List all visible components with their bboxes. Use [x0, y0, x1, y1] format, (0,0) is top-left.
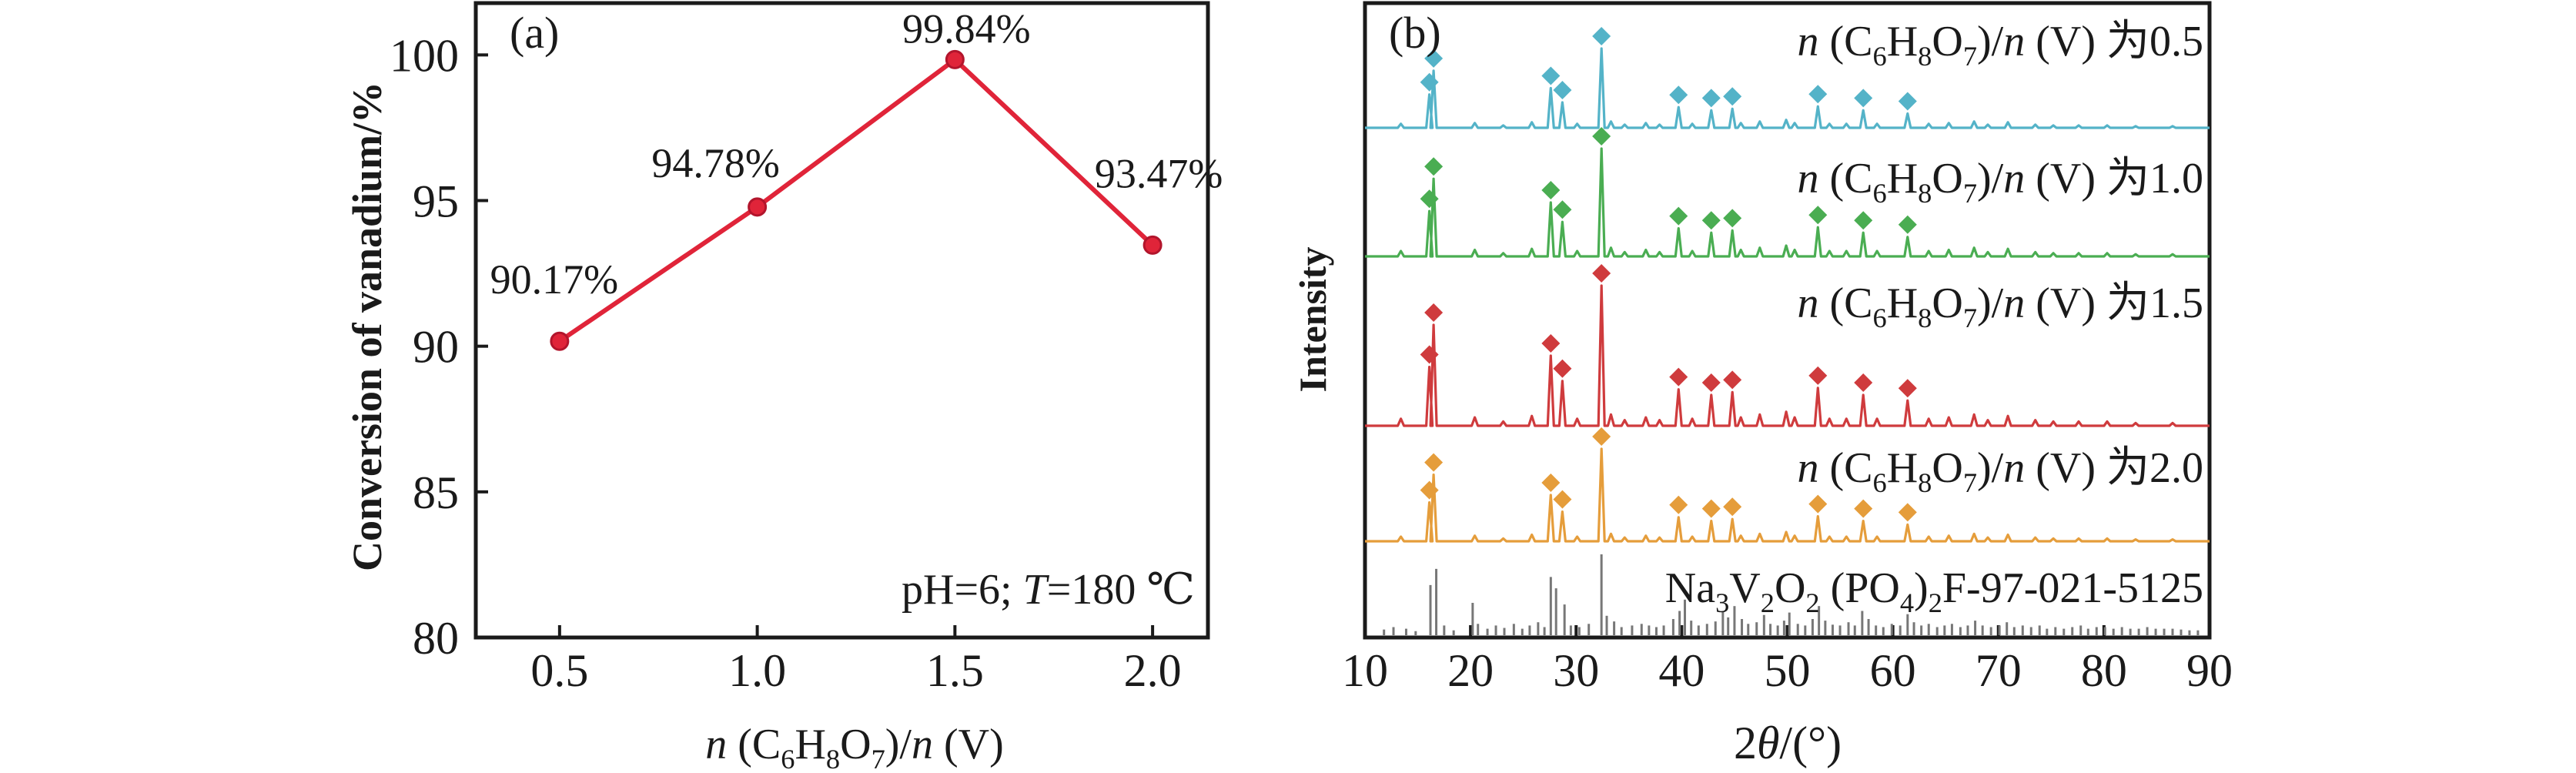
peak-diamond-marker: [1854, 211, 1873, 230]
x-tick-label: 1.0: [728, 645, 786, 696]
peak-diamond-marker: [1854, 499, 1873, 518]
y-tick-label: 85: [413, 467, 459, 518]
peak-diamond-marker: [1898, 503, 1917, 522]
panel-b: 10 20 30 40 50 60 70 80 90 Na3V2O2 (PO4)2F-97-02…: [1291, 1, 2233, 768]
y-tick-label: 80: [413, 613, 459, 664]
peak-diamond-marker: [1898, 379, 1917, 398]
peak-diamond-marker: [1808, 494, 1828, 514]
peak-diamond-marker: [1592, 427, 1611, 446]
peak-diamond-marker: [1669, 206, 1688, 226]
x-tick-label: 90: [2186, 645, 2233, 696]
reference-label: Na3V2O2 (PO4)2F-97-021-5125: [1665, 564, 2203, 618]
peak-diamond-marker: [1723, 209, 1742, 228]
peak-diamond-marker: [1898, 215, 1917, 234]
peak-diamond-marker: [1541, 181, 1561, 199]
data-point-label: 90.17%: [490, 256, 618, 303]
peak-diamond-marker: [1808, 85, 1828, 104]
y-tick-label: 95: [413, 176, 459, 227]
xrd-trace-ratio-0.5: [1365, 47, 2210, 129]
x-tick-label: 80: [2081, 645, 2127, 696]
panel-b-tick-group: 10 20 30 40 50 60 70 80 90: [1342, 625, 2233, 696]
peak-diamond-marker: [1541, 66, 1561, 85]
series-label-ratio-2.0: n (C6H8O7)/n (V) 为2.0: [1798, 444, 2203, 498]
peak-diamond-marker: [1701, 211, 1721, 230]
data-point-marker: [550, 331, 570, 351]
panel-a-axes-box: [473, 1, 1210, 640]
peak-diamond-marker: [1553, 200, 1572, 219]
peak-diamond-marker: [1553, 81, 1572, 100]
panel-a-tick-group: 100 95 90 85 80 0.5 1.0 1.5 2.0: [390, 30, 1182, 696]
peak-diamond-marker: [1541, 474, 1561, 492]
peak-diamond-marker: [1424, 49, 1444, 68]
panel-a: 100 95 90 85 80 0.5 1.0 1.5 2.0 90.17% 94.78% 99.8…: [344, 1, 1223, 773]
x-tick-label: 40: [1658, 645, 1705, 696]
panel-a-annotation: pH=6; T=180 ℃: [902, 566, 1195, 614]
panel-b-xlabel: 2θ/(°): [1734, 718, 1842, 768]
panel-b-ylabel: Intensity: [1291, 247, 1334, 393]
x-tick-label: 0.5: [530, 645, 588, 696]
peak-diamond-marker: [1424, 303, 1444, 322]
series-label-ratio-0.5: n (C6H8O7)/n (V) 为0.5: [1798, 18, 2203, 72]
series-label-ratio-1.5: n (C6H8O7)/n (V) 为1.5: [1798, 279, 2203, 333]
peak-diamond-marker: [1723, 87, 1742, 106]
peak-diamond-marker: [1592, 27, 1611, 45]
conversion-line: [557, 56, 1156, 344]
y-tick-label: 100: [390, 30, 459, 81]
x-tick-label: 30: [1553, 645, 1599, 696]
peak-diamond-marker: [1854, 89, 1873, 108]
peak-diamond-marker: [1854, 373, 1873, 392]
panel-a-tag: (a): [510, 8, 559, 58]
series-label-ratio-1.0: n (C6H8O7)/n (V) 为1.0: [1798, 155, 2203, 209]
xrd-trace-ratio-1.0: [1365, 147, 2210, 258]
peak-diamond-marker: [1592, 127, 1611, 146]
peak-diamond-marker: [1424, 453, 1444, 472]
peak-diamond-marker: [1420, 189, 1439, 209]
data-point-marker: [1142, 235, 1163, 255]
peak-diamond-marker: [1701, 373, 1721, 392]
peak-diamond-marker: [1723, 497, 1742, 517]
data-point-marker: [945, 49, 965, 69]
peak-diamond-marker: [1553, 490, 1572, 509]
x-tick-label: 1.5: [926, 645, 984, 696]
peak-diamond-marker: [1669, 85, 1688, 105]
y-tick-label: 90: [413, 322, 459, 373]
panel-a-ylabel: Conversion of vanadium/%: [344, 82, 390, 571]
peak-diamond-marker: [1701, 89, 1721, 108]
x-tick-label: 50: [1765, 645, 1811, 696]
peak-diamond-marker: [1420, 345, 1439, 364]
data-point-label: 94.78%: [651, 140, 779, 186]
xrd-trace-ratio-2.0: [1365, 447, 2210, 543]
panel-b-data-group: Na3V2O2 (PO4)2F-97-021-5125 n (C6H8O7)/n …: [1365, 18, 2210, 635]
peak-diamond-marker: [1808, 366, 1828, 385]
x-tick-label: 2.0: [1124, 645, 1182, 696]
peak-diamond-marker: [1553, 359, 1572, 378]
data-point-marker: [748, 197, 768, 217]
peak-diamond-marker: [1424, 157, 1444, 176]
peak-diamond-marker: [1420, 480, 1439, 500]
peak-diamond-marker: [1701, 499, 1721, 518]
peak-diamond-marker: [1808, 206, 1828, 225]
peak-diamond-marker: [1669, 495, 1688, 514]
x-tick-label: 20: [1447, 645, 1494, 696]
data-point-label: 93.47%: [1095, 150, 1223, 196]
peak-diamond-marker: [1898, 92, 1917, 111]
peak-diamond-marker: [1420, 72, 1439, 92]
data-point-label: 99.84%: [902, 5, 1030, 52]
x-tick-label: 60: [1870, 645, 1916, 696]
xrd-trace-ratio-1.5: [1365, 284, 2210, 427]
panel-a-data-group: 90.17% 94.78% 99.84% 93.47%: [490, 5, 1223, 351]
peak-diamond-marker: [1723, 370, 1742, 390]
panel-b-tag: (b): [1389, 8, 1441, 58]
peak-diamond-marker: [1669, 367, 1688, 386]
peak-diamond-marker: [1592, 264, 1611, 283]
peak-diamond-marker: [1541, 334, 1561, 353]
x-tick-label: 10: [1342, 645, 1388, 696]
x-tick-label: 70: [1975, 645, 2022, 696]
panel-a-xlabel: n (C6H8O7)/n (V): [705, 721, 1003, 773]
